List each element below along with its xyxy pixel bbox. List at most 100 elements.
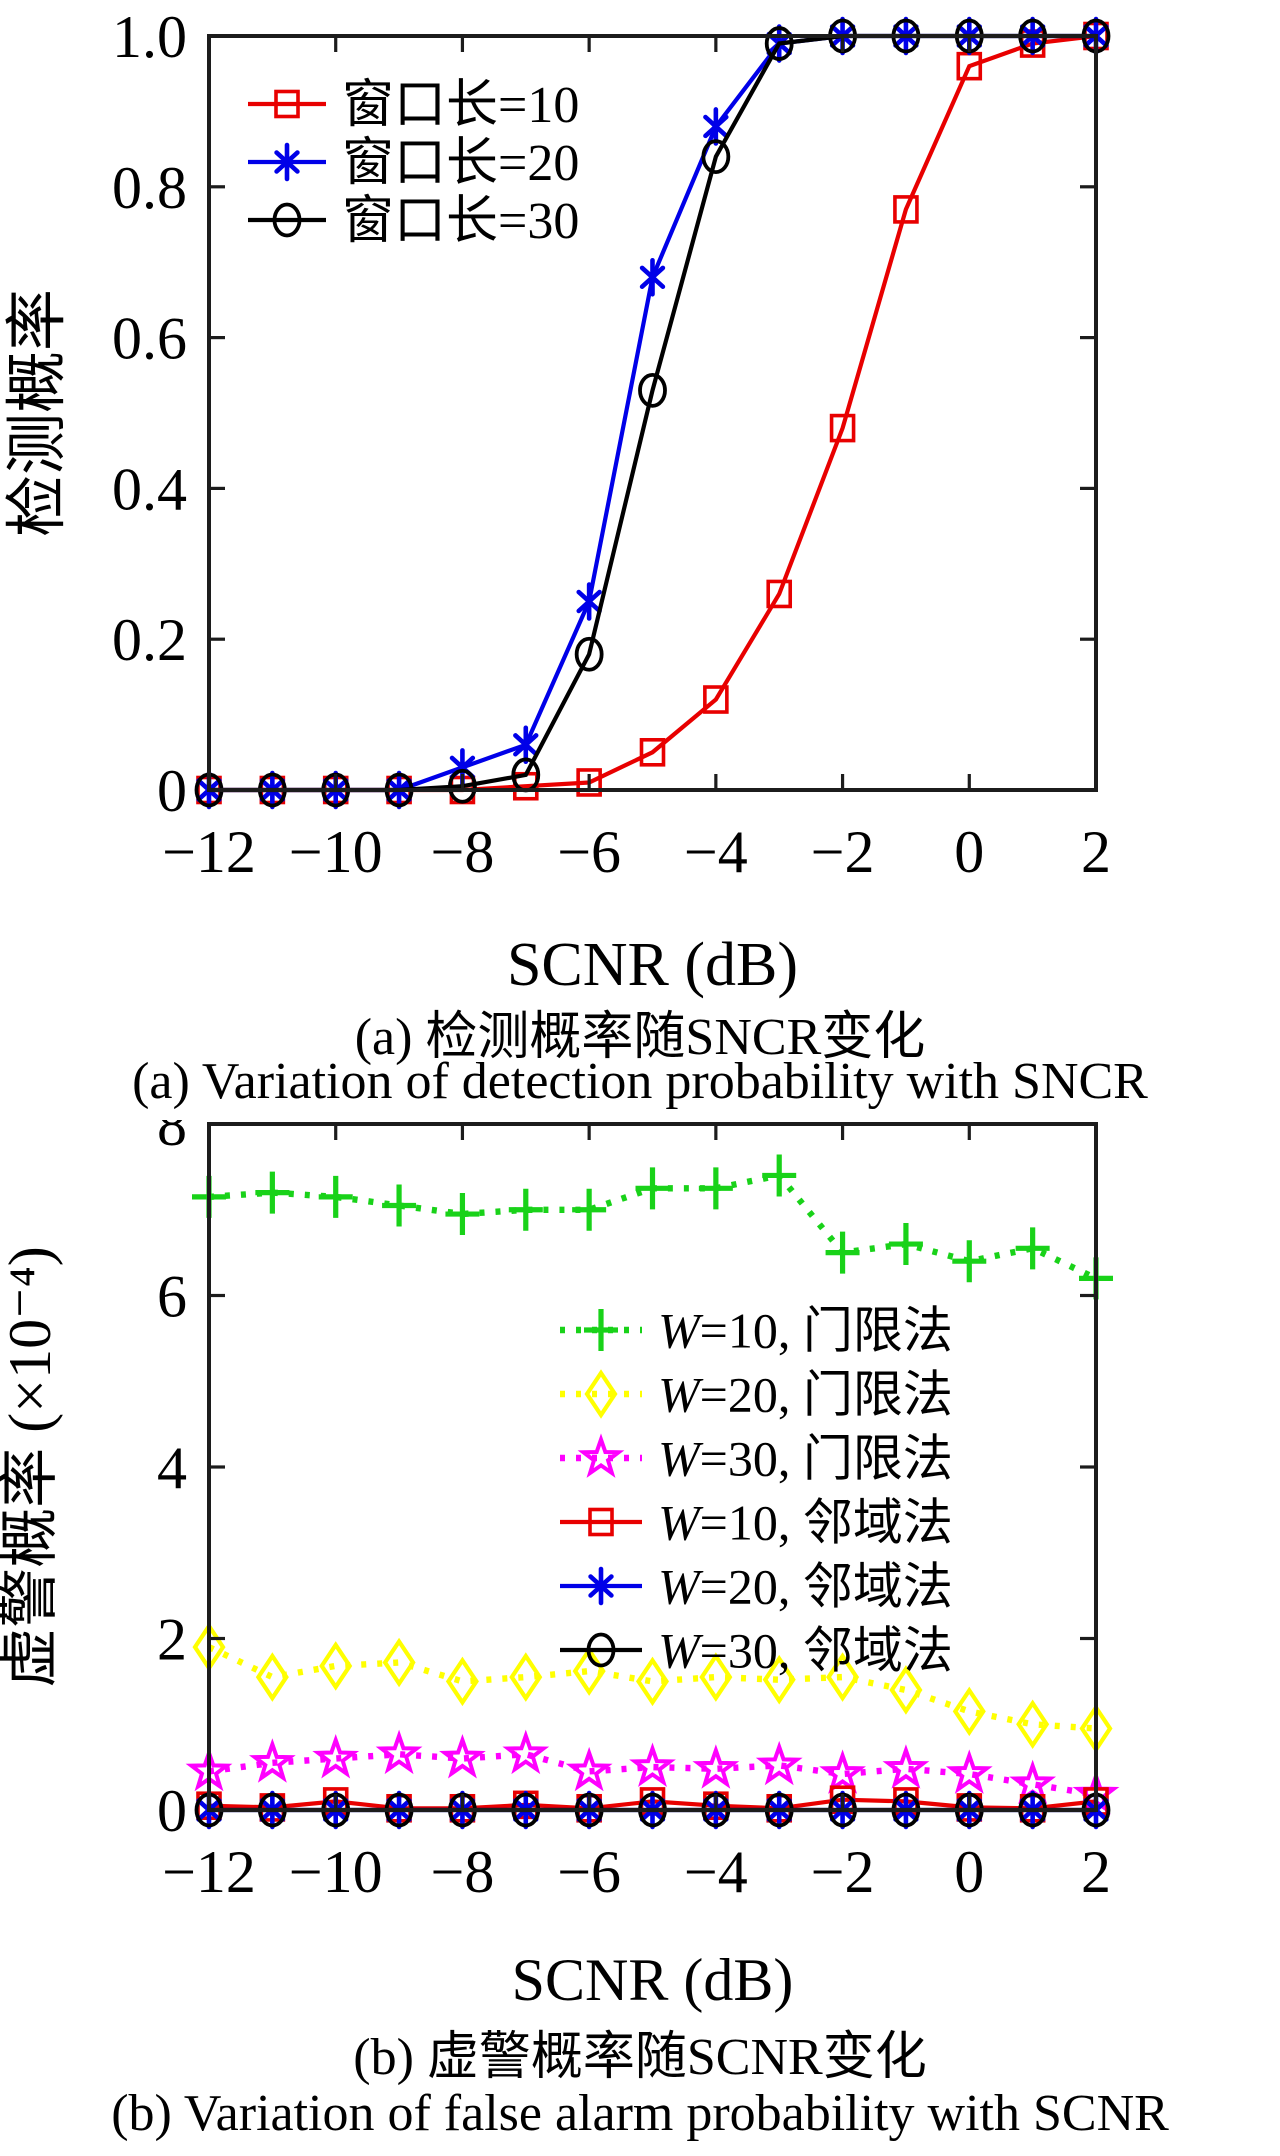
legend-label: 窗口长=10 <box>342 77 579 134</box>
legend-marker <box>588 1566 614 1606</box>
plot-border <box>207 34 1098 792</box>
plus-marker <box>508 1188 543 1231</box>
plus-marker <box>762 1154 797 1197</box>
legend-label: W=30, 邻域法 <box>658 1623 953 1679</box>
x-axis-title: SCNR (dB) <box>512 1947 794 2013</box>
legend-marker <box>588 1507 614 1537</box>
legend-marker <box>584 1309 618 1351</box>
plus-marker <box>445 1193 480 1236</box>
asterisk-marker <box>703 107 729 146</box>
star5-marker <box>945 1749 993 1794</box>
series-2 <box>192 1622 1113 1754</box>
legend-label: W=30, 门限法 <box>658 1431 953 1487</box>
chart-b-false-alarm-probability: −12 −10 −8 −6 −4 −2 0 2 0 2 4 6 8 SCNR (dB) 虚警概率 (×10⁻… <box>0 1120 1120 2013</box>
star5-marker <box>248 1738 296 1783</box>
x-tick-label: 2 <box>1081 1839 1111 1905</box>
star5-marker <box>502 1729 550 1775</box>
star5-marker <box>819 1749 866 1794</box>
star5-marker <box>312 1733 360 1779</box>
legend-row-2: 窗口长=20 <box>248 135 579 192</box>
legend-row-1: W=10, 门限法 <box>560 1303 953 1359</box>
x-tick-label: 0 <box>954 1839 984 1905</box>
diamond-marker <box>319 1641 353 1691</box>
y-tick-label: 0 <box>157 1778 187 1844</box>
circle-marker <box>764 26 794 61</box>
asterisk-marker <box>513 725 539 765</box>
square-marker <box>576 768 602 797</box>
y-tick-label: 8 <box>157 1120 187 1158</box>
series-3 <box>194 18 1111 808</box>
plot-series <box>185 1154 1120 1830</box>
square-marker <box>829 413 856 443</box>
legend-marker <box>274 142 300 182</box>
legend-row-3: W=30, 门限法 <box>560 1431 953 1487</box>
caption-a-en: (a) Variation of detection probability w… <box>132 1053 1148 1110</box>
x-tick-label: 2 <box>1081 819 1111 885</box>
circle-marker <box>638 372 667 408</box>
x-tick-label: −12 <box>162 819 256 885</box>
plus-marker <box>318 1175 353 1218</box>
star5-marker <box>692 1744 740 1789</box>
legend-label: 窗口长=30 <box>342 193 579 250</box>
legend-label: W=10, 邻域法 <box>658 1495 953 1551</box>
caption-a-zh: (a) 检测概率随SNCR变化 <box>354 1009 926 1066</box>
series-line <box>208 1751 1097 1798</box>
diamond-marker <box>635 1656 670 1707</box>
diamond-marker <box>826 1652 860 1702</box>
diamond-marker <box>1016 1699 1050 1750</box>
y-tick-label: 0.2 <box>112 607 187 673</box>
legend-row-5: W=20, 邻域法 <box>560 1559 953 1615</box>
series-1 <box>196 21 1109 805</box>
legend-marker <box>577 1433 625 1478</box>
y-tick-label: 0.4 <box>112 456 187 522</box>
caption-b-en: (b) Variation of false alarm probability… <box>111 2085 1169 2142</box>
plus-marker <box>635 1167 670 1210</box>
y-axis-title: 检测概率 <box>4 289 72 537</box>
chart-a-detection-probability: −12 −10 −8 −6 −4 −2 0 2 0 0.2 0.4 0.6 0.8 1.0 SCNR (dB… <box>4 4 1111 999</box>
plus-marker <box>952 1240 987 1283</box>
legend-row-1: 窗口长=10 <box>248 77 579 134</box>
diamond-marker <box>952 1686 986 1737</box>
x-tick-label: −6 <box>557 1839 621 1905</box>
star5-marker <box>565 1746 613 1792</box>
y-tick-label: 1.0 <box>112 4 187 70</box>
plus-marker <box>825 1231 860 1274</box>
x-tick-label: −6 <box>557 819 621 885</box>
diamond-marker <box>382 1637 416 1688</box>
legend-label: W=20, 邻域法 <box>658 1559 953 1615</box>
star5-marker <box>375 1729 423 1775</box>
legend-marker <box>272 202 302 238</box>
caption-b-zh: (b) 虚警概率随SCNR变化 <box>353 2029 927 2086</box>
legend-marker <box>274 89 300 119</box>
x-tick-label: −12 <box>162 1839 256 1905</box>
star5-marker <box>439 1733 486 1779</box>
star5-marker <box>629 1742 676 1788</box>
legend: W=10, 门限法 W=20, 门限法 W=30, 门限法 W=10, 邻域法 W=20… <box>560 1303 953 1679</box>
series-1 <box>192 1154 1113 1300</box>
x-tick-label: −4 <box>684 819 748 885</box>
square-marker <box>639 737 666 767</box>
star5-marker <box>755 1740 803 1786</box>
y-tick-label: 4 <box>157 1435 187 1501</box>
square-marker <box>766 579 793 609</box>
legend-marker <box>586 1632 616 1668</box>
x-tick-label: 0 <box>954 819 984 885</box>
y-tick-label: 6 <box>157 1264 187 1330</box>
circle-marker <box>448 768 477 804</box>
x-tick-label: −4 <box>684 1839 748 1905</box>
y-tick-label: 2 <box>157 1607 187 1673</box>
star5-marker <box>882 1744 930 1789</box>
legend-row-6: W=30, 邻域法 <box>560 1623 953 1679</box>
legend-label: 窗口长=20 <box>342 135 579 192</box>
x-tick-label: −10 <box>289 819 383 885</box>
diamond-marker <box>889 1665 923 1715</box>
diamond-marker <box>445 1656 479 1707</box>
legend-row-2: W=20, 门限法 <box>560 1367 953 1423</box>
diamond-marker <box>762 1654 796 1705</box>
plus-marker <box>1015 1227 1050 1270</box>
diamond-marker <box>255 1652 289 1702</box>
plus-marker <box>572 1188 607 1231</box>
y-axis-title: 虚警概率 (×10⁻⁴) <box>0 1246 63 1687</box>
